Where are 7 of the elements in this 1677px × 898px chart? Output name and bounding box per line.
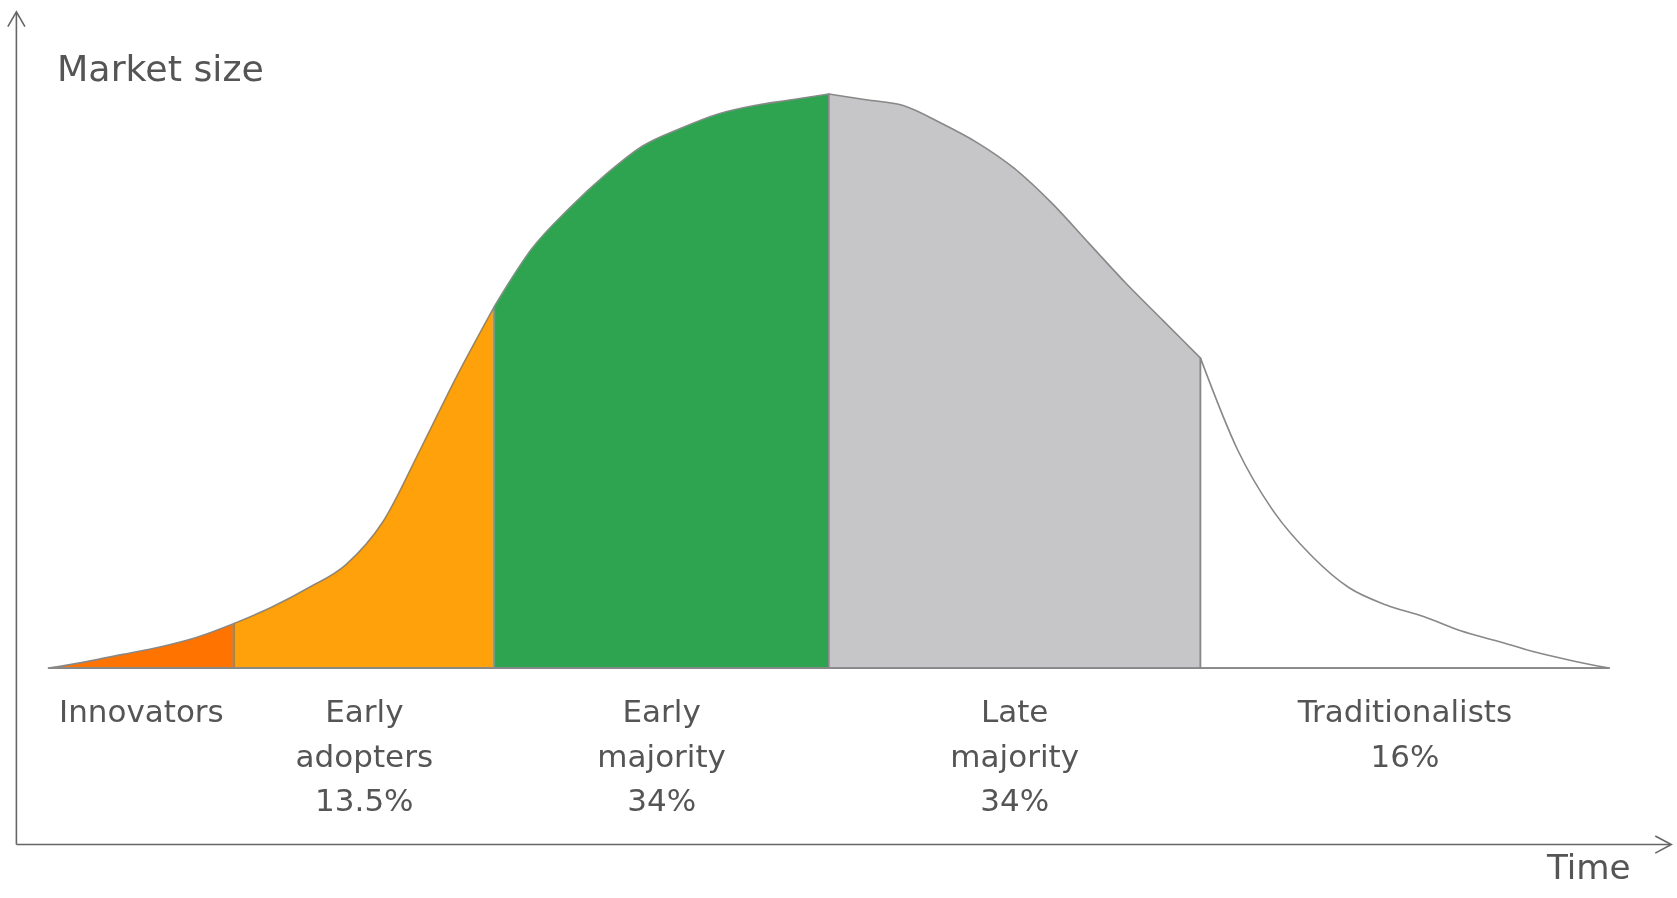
series-label: Innovators — [59, 692, 224, 729]
series-label: Traditionalists 16% — [1296, 692, 1513, 774]
series-label: Late majority 34% — [950, 692, 1080, 819]
y-axis-title: Market size — [57, 47, 264, 91]
text: Time — [1545, 846, 1631, 887]
series-label: Early majority 34% — [597, 692, 726, 819]
series-label: Early adopters 13.5% — [295, 692, 434, 819]
